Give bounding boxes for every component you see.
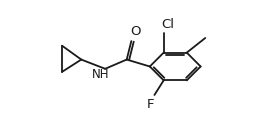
Text: Cl: Cl (161, 18, 174, 31)
Text: NH: NH (92, 68, 109, 82)
Text: O: O (130, 25, 140, 38)
Text: F: F (147, 98, 154, 111)
